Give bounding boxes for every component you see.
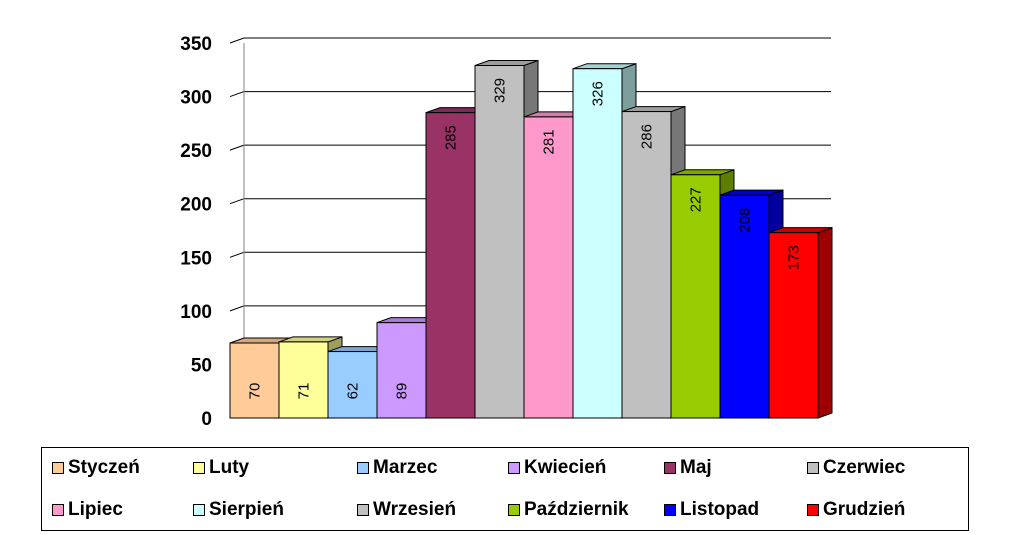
bar-front bbox=[278, 341, 329, 419]
y-tick-label: 200 bbox=[180, 195, 212, 216]
data-label: 281 bbox=[540, 129, 557, 154]
bar-front bbox=[621, 111, 672, 419]
bars bbox=[229, 59, 833, 419]
bar-front bbox=[523, 116, 574, 419]
legend-item: Lipiec bbox=[52, 499, 123, 521]
gridline-connector bbox=[229, 251, 245, 258]
gridline-connector bbox=[229, 91, 245, 98]
y-tick-label: 150 bbox=[180, 248, 212, 269]
legend-label: Listopad bbox=[680, 499, 760, 520]
gridline-connector bbox=[229, 198, 245, 205]
data-label: 286 bbox=[638, 124, 655, 149]
data-label: 70 bbox=[246, 383, 263, 400]
legend: Styczeń Luty Marzec Kwiecień Maj Czerwiec Lipi… bbox=[41, 447, 969, 531]
legend-swatch bbox=[664, 462, 676, 474]
bar-front bbox=[376, 322, 427, 419]
y-tick-label: 50 bbox=[191, 355, 212, 376]
legend-item: Sierpień bbox=[193, 499, 284, 521]
legend-item: Maj bbox=[664, 457, 712, 479]
legend-swatch bbox=[807, 462, 819, 474]
legend-label: Maj bbox=[680, 457, 712, 478]
data-labels: 70 71 62 89 285 329 281 326 286 227 208 173 bbox=[246, 78, 802, 399]
y-tick-label: 350 bbox=[180, 34, 212, 55]
bar-front bbox=[425, 112, 476, 419]
gridline-connector bbox=[229, 37, 245, 44]
legend-swatch bbox=[357, 462, 369, 474]
data-label: 227 bbox=[687, 187, 704, 212]
y-axis-ticks: 0 50 100 150 200 250 300 350 bbox=[180, 34, 212, 430]
legend-label: Lipiec bbox=[68, 499, 123, 520]
legend-swatch bbox=[508, 504, 520, 516]
bar-front bbox=[474, 65, 525, 419]
legend-swatch bbox=[807, 504, 819, 516]
data-label: 208 bbox=[736, 208, 753, 233]
legend-label: Marzec bbox=[373, 457, 438, 478]
legend-item: Luty bbox=[193, 457, 249, 479]
data-label: 326 bbox=[589, 81, 606, 106]
legend-label: Wrzesień bbox=[373, 499, 457, 520]
bar-front bbox=[768, 232, 819, 419]
bar bbox=[768, 226, 833, 419]
legend-item: Wrzesień bbox=[357, 499, 456, 521]
bar-side bbox=[817, 226, 833, 419]
data-label: 89 bbox=[393, 383, 410, 400]
legend-item: Październik bbox=[508, 499, 629, 521]
legend-swatch bbox=[193, 462, 205, 474]
legend-swatch bbox=[52, 504, 64, 516]
data-label: 329 bbox=[491, 78, 508, 103]
data-label: 71 bbox=[295, 383, 312, 400]
data-label: 62 bbox=[344, 383, 361, 400]
y-tick-label: 250 bbox=[180, 141, 212, 162]
legend-item: Listopad bbox=[664, 499, 759, 521]
bar-front bbox=[572, 68, 623, 419]
bar-chart: 0 50 100 150 200 250 300 350 70 71 62 89 285 329 281 3… bbox=[180, 34, 833, 430]
legend-item: Styczeń bbox=[52, 457, 140, 479]
legend-item: Grudzień bbox=[807, 499, 905, 521]
legend-label: Czerwiec bbox=[823, 457, 906, 478]
legend-label: Luty bbox=[209, 457, 250, 478]
legend-label: Sierpień bbox=[209, 499, 284, 520]
gridline-connector bbox=[229, 305, 245, 312]
legend-label: Kwiecień bbox=[524, 457, 607, 478]
y-tick-label: 100 bbox=[180, 302, 212, 323]
bar-front bbox=[229, 342, 280, 419]
gridline-connector bbox=[229, 144, 245, 151]
bar-front bbox=[327, 351, 378, 419]
legend-swatch bbox=[664, 504, 676, 516]
legend-swatch bbox=[357, 504, 369, 516]
legend-swatch bbox=[52, 462, 64, 474]
legend-item: Czerwiec bbox=[807, 457, 905, 479]
y-tick-label: 300 bbox=[180, 88, 212, 109]
legend-swatch bbox=[193, 504, 205, 516]
data-label: 173 bbox=[785, 245, 802, 270]
legend-item: Kwiecień bbox=[508, 457, 606, 479]
legend-swatch bbox=[508, 462, 520, 474]
legend-label: Październik bbox=[524, 499, 629, 520]
legend-label: Grudzień bbox=[823, 499, 906, 520]
legend-label: Styczeń bbox=[68, 457, 140, 478]
data-label: 285 bbox=[442, 125, 459, 150]
legend-item: Marzec bbox=[357, 457, 437, 479]
bar-front bbox=[670, 174, 721, 419]
y-tick-label: 0 bbox=[201, 409, 212, 430]
